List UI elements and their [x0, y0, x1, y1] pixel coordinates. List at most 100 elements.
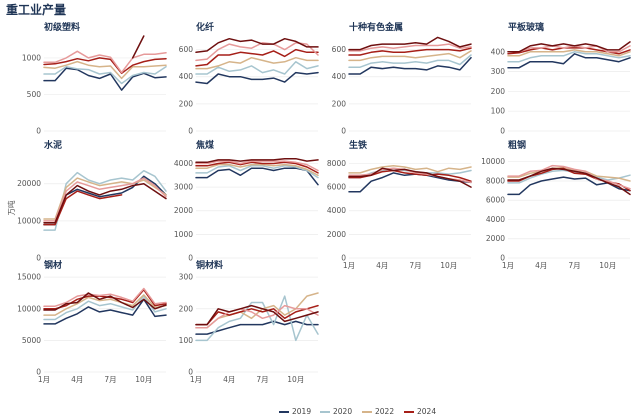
series-line: [43, 177, 167, 222]
legend-label: 2019: [292, 407, 311, 414]
series-line: [507, 164, 631, 190]
y-tick-label: 3000: [174, 183, 193, 192]
y-tick-label: 400: [491, 47, 506, 56]
series-line: [348, 56, 472, 75]
y-tick-label: 600: [179, 45, 194, 54]
x-tick-label: 10月: [599, 261, 616, 270]
y-tick-label: 10000: [481, 157, 505, 166]
x-tick-label: 10月: [135, 375, 152, 384]
y-tick-label: 8000: [486, 176, 505, 185]
series-line: [348, 50, 472, 62]
x-tick-label: 1月: [38, 375, 50, 384]
series-line: [195, 157, 319, 164]
series-line: [195, 48, 319, 67]
y-tick-label: 4000: [174, 159, 193, 168]
legend-label: 2020: [333, 407, 352, 414]
y-tick-label: 0: [500, 127, 505, 136]
series-line: [348, 43, 472, 52]
series-line: [43, 65, 167, 85]
x-tick-label: 10月: [287, 375, 304, 384]
series-line: [195, 304, 319, 326]
y-tick-label: 0: [188, 254, 193, 263]
y-tick-label: 200: [491, 87, 506, 96]
y-tick-label: 5000: [22, 336, 41, 345]
series-line: [43, 295, 167, 321]
series-line: [507, 53, 631, 69]
panel-title: 平板玻璃: [508, 21, 544, 33]
y-tick-label: 0: [188, 368, 193, 377]
x-tick-label: 4月: [71, 375, 83, 384]
series-line: [507, 51, 631, 63]
panel-title: 化纤: [196, 21, 214, 33]
y-tick-label: 0: [36, 127, 41, 136]
y-tick-label: 0: [500, 254, 505, 263]
panel-title: 水泥: [44, 139, 62, 151]
x-tick-label: 1月: [343, 261, 355, 270]
y-tick-label: 2000: [174, 206, 193, 215]
series-line: [43, 289, 167, 310]
series-line: [507, 166, 631, 182]
y-tick-label: 300: [491, 67, 506, 76]
series-line: [507, 167, 631, 196]
y-tick-label: 1000: [174, 230, 193, 239]
legend-label: 2024: [417, 407, 436, 414]
series-line: [195, 61, 319, 75]
y-tick-label: 600: [332, 45, 347, 54]
series-line: [195, 304, 319, 326]
y-tick-label: 1000: [22, 53, 41, 62]
y-tick-label: 6000: [327, 183, 346, 192]
y-tick-label: 400: [332, 72, 347, 81]
series-line: [43, 57, 167, 75]
panel-title: 铜材料: [196, 259, 223, 271]
y-tick-label: 2000: [486, 234, 505, 243]
series-line: [43, 298, 167, 325]
y-tick-label: 200: [179, 304, 194, 313]
y-tick-label: 200: [179, 99, 194, 108]
series-line: [195, 56, 319, 70]
series-line: [43, 60, 167, 80]
series-line: [43, 67, 167, 91]
x-tick-label: 10月: [440, 261, 457, 270]
series-line: [507, 41, 631, 53]
y-tick-label: 0: [188, 127, 193, 136]
series-line: [43, 287, 167, 307]
series-line: [195, 167, 319, 186]
series-line: [348, 172, 472, 193]
series-line: [195, 165, 319, 179]
y-tick-label: 4000: [327, 206, 346, 215]
panel-title: 粗钢: [508, 139, 526, 151]
y-tick-label: 15000: [17, 273, 41, 282]
y-tick-label: 10000: [17, 216, 41, 225]
panel-title: 钢材: [44, 259, 62, 271]
panel-title: 初级塑料: [44, 21, 80, 33]
x-tick-label: 4月: [535, 261, 547, 270]
series-line: [195, 163, 319, 177]
series-line: [195, 295, 319, 342]
y-tick-label: 0: [341, 254, 346, 263]
panel-title: 生铁: [349, 139, 367, 151]
series-line: [348, 47, 472, 56]
series-line: [348, 165, 472, 174]
y-tick-label: 0: [36, 368, 41, 377]
series-line: [43, 182, 167, 224]
series-line: [348, 54, 472, 68]
x-tick-label: 7月: [409, 261, 421, 270]
x-tick-label: 7月: [256, 375, 268, 384]
x-tick-label: 1月: [502, 261, 514, 270]
series-line: [348, 36, 472, 51]
series-line: [43, 294, 167, 316]
x-tick-label: 1月: [190, 375, 202, 384]
y-tick-label: 6000: [486, 196, 505, 205]
panel-title: 十种有色金属: [349, 21, 403, 33]
series-line: [195, 304, 319, 329]
x-tick-label: 4月: [376, 261, 388, 270]
series-line: [195, 37, 319, 54]
y-tick-label: 0: [341, 127, 346, 136]
y-tick-label: 0: [36, 254, 41, 263]
y-tick-label: 500: [27, 90, 42, 99]
y-tick-label: 300: [179, 273, 194, 282]
series-line: [43, 292, 167, 311]
series-line: [43, 177, 167, 220]
series-line: [195, 160, 319, 172]
